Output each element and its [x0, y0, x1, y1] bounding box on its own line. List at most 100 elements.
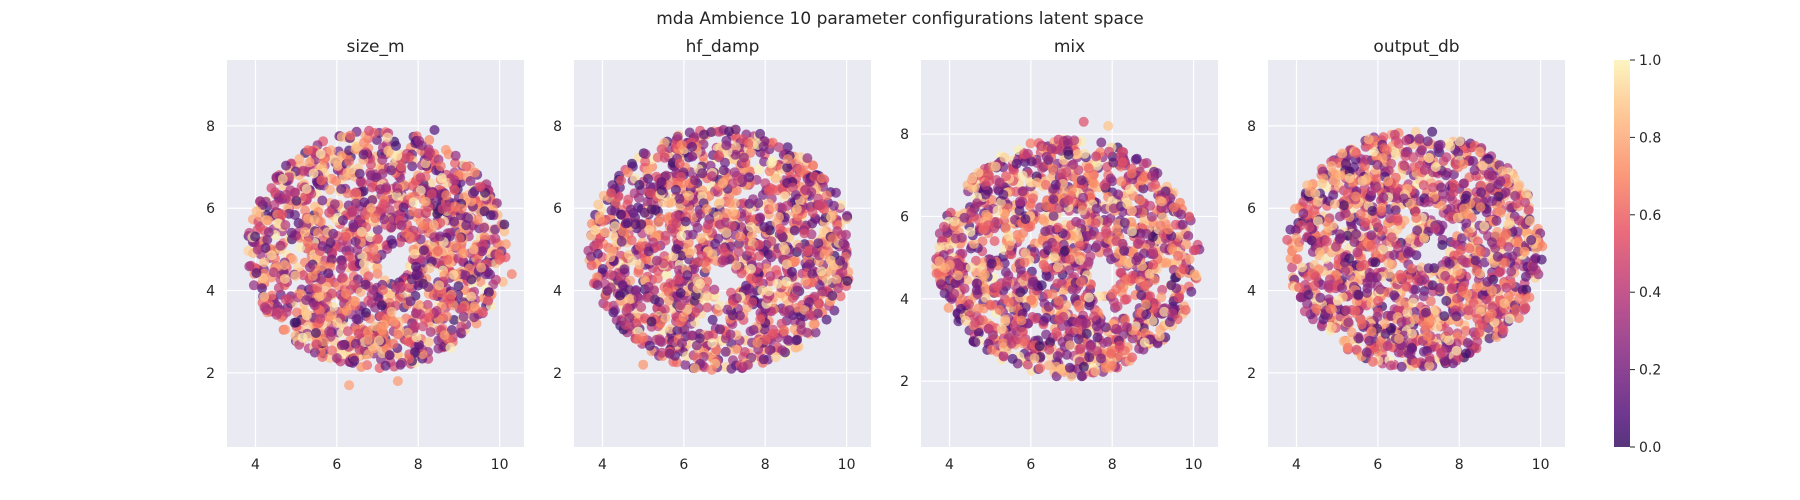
scatter-point — [1136, 290, 1147, 301]
scatter-point — [1102, 216, 1113, 227]
scatter-point — [691, 340, 702, 351]
scatter-point — [314, 291, 325, 302]
scatter-point — [477, 306, 488, 317]
scatter-point — [696, 250, 707, 261]
scatter-point — [1044, 344, 1055, 355]
scatter-point — [817, 286, 828, 297]
scatter-point — [782, 200, 793, 211]
scatter-point — [423, 312, 434, 323]
scatter-point — [748, 325, 759, 335]
x-tick-label: 8 — [761, 457, 770, 473]
scatter-point — [1092, 332, 1103, 343]
scatter-point — [423, 337, 434, 348]
scatter-point — [469, 312, 480, 323]
scatter-point — [952, 270, 963, 281]
scatter-point — [1119, 294, 1130, 305]
scatter-point — [467, 188, 478, 199]
scatter-point — [375, 184, 386, 195]
scatter-point — [362, 334, 373, 345]
scatter-point — [804, 259, 815, 270]
scatter-point — [1019, 257, 1030, 268]
scatter-point — [355, 176, 366, 187]
scatter-point — [377, 285, 388, 295]
scatter-point — [379, 320, 390, 330]
scatter-point — [422, 299, 433, 310]
scatter-point — [767, 328, 778, 339]
scatter-point — [426, 189, 437, 199]
scatter-point — [477, 246, 488, 257]
scatter-point — [298, 270, 309, 281]
scatter-point — [344, 380, 355, 391]
scatter-point — [1025, 138, 1036, 149]
scatter-point — [1000, 314, 1011, 325]
scatter-point — [758, 354, 769, 365]
scatter-point — [1084, 352, 1095, 363]
scatter-point — [391, 140, 401, 151]
scatter-point — [770, 352, 781, 363]
scatter-point — [461, 161, 472, 172]
scatter-point — [766, 236, 777, 247]
scatter-point — [816, 173, 827, 184]
scatter-point — [469, 301, 480, 312]
scatter-point — [485, 269, 495, 280]
scatter-point — [404, 353, 415, 364]
scatter-point — [1100, 322, 1111, 333]
scatter-point — [290, 210, 300, 220]
scatter-point — [394, 237, 405, 248]
x-tick-label: 4 — [251, 457, 260, 473]
scatter-point — [745, 221, 756, 232]
scatter-point — [1052, 351, 1063, 362]
scatter-point — [285, 185, 296, 196]
scatter-point — [787, 292, 798, 303]
scatter-point — [1003, 297, 1014, 308]
scatter-point — [435, 231, 445, 242]
scatter-point — [664, 348, 675, 359]
scatter-point — [934, 256, 945, 267]
scatter-point — [454, 233, 465, 244]
scatter-point — [994, 305, 1005, 315]
scatter-point — [787, 182, 798, 193]
scatter-point — [767, 156, 778, 167]
scatter-point — [707, 338, 718, 349]
scatter-point — [1031, 177, 1042, 188]
scatter-point — [755, 128, 766, 139]
scatter-point — [754, 251, 765, 262]
scatter-point — [782, 154, 793, 165]
scatter-point — [1096, 137, 1107, 148]
scatter-point — [1064, 362, 1075, 373]
scatter-point — [423, 282, 434, 293]
scatter-point — [633, 192, 644, 203]
scatter-point — [457, 303, 468, 314]
scatter-point — [394, 293, 405, 304]
scatter-point — [1140, 299, 1151, 310]
x-axis: 4 6 8 10 — [598, 457, 855, 473]
scatter-point — [425, 148, 436, 159]
scatter-point — [384, 350, 395, 361]
scatter-point — [409, 249, 420, 259]
scatter-point — [1050, 179, 1061, 190]
scatter-point — [378, 199, 389, 210]
scatter-point — [355, 287, 366, 298]
scatter-point — [300, 307, 311, 318]
scatter-point — [297, 332, 308, 343]
scatter-point — [424, 263, 435, 274]
scatter-point — [262, 215, 273, 226]
scatter-point — [804, 297, 815, 308]
scatter-point — [446, 325, 457, 335]
scatter-point — [814, 299, 825, 310]
y-tick-label: 4 — [900, 292, 909, 308]
scatter-point — [370, 213, 381, 224]
scatter-point — [965, 226, 976, 237]
scatter-point — [372, 234, 383, 245]
scatter-point — [291, 307, 302, 318]
scatter-point — [366, 203, 377, 213]
scatter-point — [1047, 163, 1058, 174]
scatter-point — [838, 238, 849, 249]
x-tick-label: 8 — [414, 457, 423, 473]
scatter-point — [295, 242, 306, 253]
scatter-point — [835, 291, 846, 302]
scatter-point — [428, 219, 439, 230]
scatter-point — [1089, 311, 1100, 322]
scatter-point — [1011, 158, 1022, 169]
scatter-point — [366, 289, 377, 300]
